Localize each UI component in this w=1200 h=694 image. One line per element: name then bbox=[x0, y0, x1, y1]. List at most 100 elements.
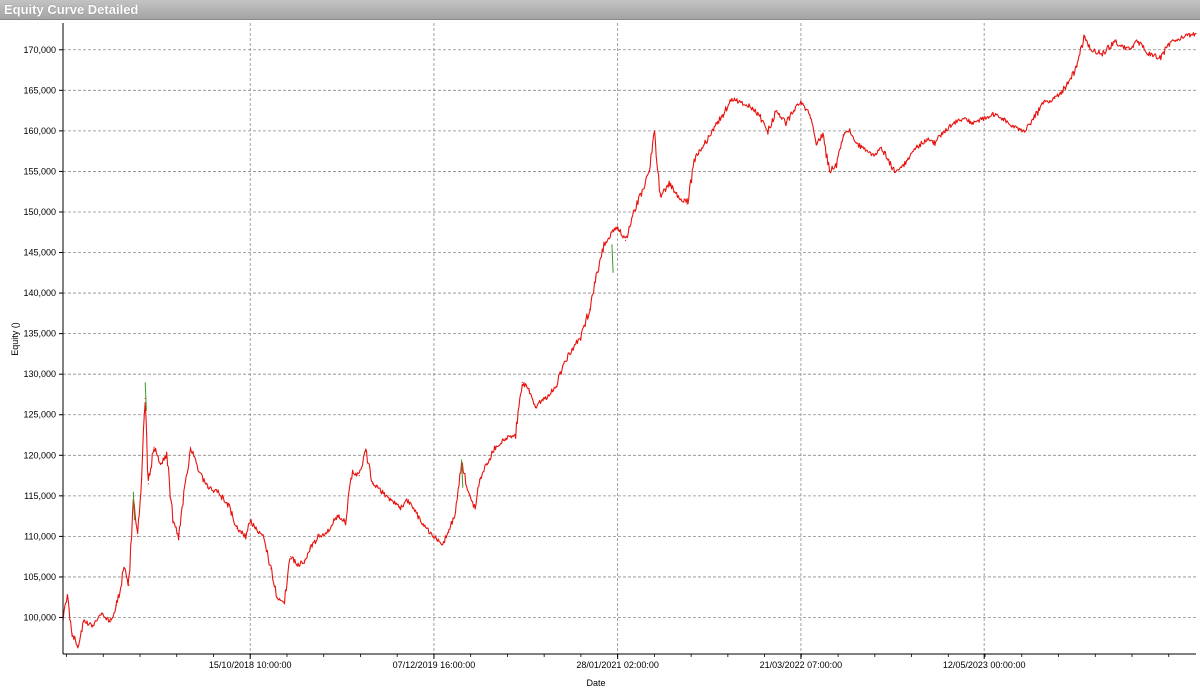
equity-data-point bbox=[815, 142, 817, 144]
equity-data-point bbox=[983, 118, 985, 120]
equity-data-point bbox=[758, 114, 760, 116]
equity-data-point bbox=[648, 170, 650, 172]
equity-data-point bbox=[441, 543, 443, 546]
window-title: Equity Curve Detailed bbox=[4, 2, 139, 17]
equity-data-point bbox=[809, 114, 811, 116]
equity-data-point bbox=[1136, 41, 1139, 43]
y-tick-label: 120,000 bbox=[23, 450, 56, 460]
equity-data-point bbox=[695, 154, 697, 156]
equity-data-point bbox=[198, 470, 200, 473]
equity-data-point bbox=[433, 535, 435, 538]
equity-data-point bbox=[100, 612, 102, 615]
equity-data-point bbox=[236, 527, 238, 529]
equity-data-point bbox=[1065, 85, 1067, 87]
equity-data-point bbox=[1181, 37, 1183, 39]
equity-data-point bbox=[793, 110, 795, 112]
equity-data-point bbox=[1054, 97, 1056, 99]
equity-data-point bbox=[71, 633, 73, 635]
equity-data-point bbox=[822, 134, 824, 136]
equity-data-point bbox=[686, 203, 688, 205]
equity-data-point bbox=[595, 276, 597, 278]
y-tick-label: 105,000 bbox=[23, 572, 56, 582]
equity-data-point bbox=[534, 406, 537, 408]
equity-data-point bbox=[263, 535, 265, 538]
equity-data-point bbox=[740, 101, 742, 104]
equity-data-point bbox=[249, 519, 251, 521]
equity-data-point bbox=[182, 499, 184, 501]
equity-data-point bbox=[216, 491, 218, 493]
equity-data-point bbox=[887, 158, 889, 160]
equity-data-point bbox=[880, 146, 882, 148]
y-tick-label: 130,000 bbox=[23, 369, 56, 379]
equity-data-point bbox=[1101, 53, 1103, 55]
y-tick-label: 125,000 bbox=[23, 410, 56, 420]
y-tick-label: 150,000 bbox=[23, 207, 56, 217]
equity-data-point bbox=[864, 150, 867, 152]
equity-data-point bbox=[849, 130, 851, 132]
equity-data-point bbox=[454, 511, 457, 513]
up-tick-highlight bbox=[132, 491, 136, 521]
equity-data-point bbox=[603, 243, 605, 245]
equity-data-point bbox=[767, 130, 769, 132]
equity-data-point bbox=[934, 142, 936, 144]
equity-data-point bbox=[555, 385, 557, 387]
equity-data-point bbox=[943, 130, 945, 132]
x-axis-ticks: 15/10/2018 10:00:00 07/12/2019 16:00:00 28… bbox=[66, 654, 1170, 670]
equity-data-point bbox=[611, 231, 613, 233]
equity-data-point bbox=[893, 170, 896, 172]
equity-data-point bbox=[916, 146, 918, 148]
equity-data-point bbox=[474, 507, 476, 509]
x-axis-label: Date bbox=[586, 678, 605, 688]
y-tick-label: 110,000 bbox=[24, 531, 56, 541]
equity-data-point bbox=[632, 211, 635, 213]
equity-data-point bbox=[503, 438, 505, 440]
equity-data-point bbox=[1159, 57, 1161, 59]
axes bbox=[62, 23, 1196, 655]
y-axis-ticks: 100,000 105,000 110,000 115,000 120,000 125,0… bbox=[23, 45, 63, 623]
equity-data-point bbox=[77, 645, 79, 647]
equity-chart: 100,000 105,000 110,000 115,000 120,000 125,0… bbox=[10, 23, 1197, 688]
equity-data-point bbox=[486, 462, 488, 464]
equity-data-point bbox=[1076, 65, 1078, 67]
grid bbox=[63, 23, 1196, 654]
y-tick-label: 135,000 bbox=[23, 329, 56, 339]
y-tick-label: 165,000 bbox=[23, 85, 56, 95]
equity-data-point bbox=[189, 446, 192, 448]
y-tick-label: 160,000 bbox=[23, 126, 56, 136]
equity-data-point bbox=[479, 479, 481, 481]
equity-data-point bbox=[283, 600, 286, 602]
equity-data-point bbox=[407, 499, 409, 501]
equity-data-point bbox=[390, 499, 392, 501]
equity-data-point bbox=[907, 158, 909, 160]
equity-data-point bbox=[178, 535, 180, 538]
y-tick-label: 100,000 bbox=[23, 613, 56, 623]
equity-data-point bbox=[544, 397, 546, 400]
equity-data-point bbox=[842, 134, 844, 136]
equity-data-point bbox=[153, 446, 155, 448]
equity-data-point bbox=[1083, 37, 1085, 39]
equity-data-point bbox=[147, 483, 149, 485]
equity-data-point bbox=[953, 122, 955, 124]
equity-data-point bbox=[290, 556, 292, 558]
equity-data-point bbox=[971, 122, 973, 124]
equity-data-point bbox=[160, 462, 162, 464]
equity-data-point bbox=[257, 531, 259, 533]
equity-data-point bbox=[1126, 49, 1128, 51]
x-tick-label: 12/05/2023 00:00:00 bbox=[943, 660, 1026, 670]
equity-data-point bbox=[358, 475, 360, 477]
window-title-bar: Equity Curve Detailed bbox=[0, 0, 1200, 20]
equity-data-point bbox=[309, 548, 311, 550]
equity-data-point bbox=[381, 491, 383, 493]
up-tick-highlight bbox=[144, 382, 147, 411]
equity-data-point bbox=[900, 166, 903, 168]
equity-data-point bbox=[425, 527, 428, 529]
equity-data-point bbox=[227, 503, 229, 505]
up-tick-highlight bbox=[461, 459, 464, 488]
equity-data-point bbox=[137, 535, 139, 538]
equity-data-point bbox=[66, 596, 68, 598]
equity-data-point bbox=[1170, 41, 1172, 43]
equity-data-point bbox=[641, 191, 643, 193]
equity-data-point bbox=[297, 564, 299, 566]
y-tick-label: 170,000 bbox=[23, 45, 56, 55]
equity-data-point bbox=[365, 450, 367, 452]
